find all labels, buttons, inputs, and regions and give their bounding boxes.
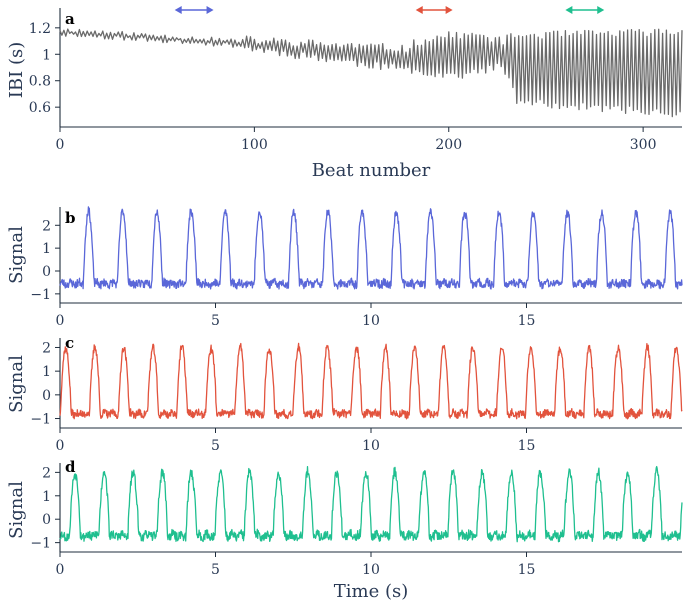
x-tick-label: 5 [211,562,220,578]
panel-c-axes: 0 5 10 15 −1 0 1 2 [30,338,683,454]
panel-b-axes: 0 5 10 15 −1 0 1 2 [30,206,683,329]
x-tick-label: 15 [518,313,536,329]
panel-a-ylabel: IBI (s) [6,42,27,98]
y-tick-label: 2 [42,218,51,234]
y-tick-label: 0.8 [29,74,51,90]
panel-letter-c: c [65,334,74,352]
x-tick-label: 0 [56,313,65,329]
panel-d-xlabel: Time (s) [334,581,409,602]
panel-b-series-line [59,206,683,290]
panel-a-axes: 0 100 200 300 0.6 0.8 1 1.2 [29,6,683,153]
panel-d-axes: 0 5 10 15 −1 0 1 2 [30,463,683,578]
x-tick-label: 5 [211,438,220,454]
y-tick-label: 1 [42,241,51,257]
y-tick-label: 2 [42,340,51,356]
x-tick-label: 0 [56,137,65,153]
y-tick-label: 0.6 [29,100,51,116]
y-tick-label: −1 [30,536,51,552]
panel-b-ylabel: Signal [6,226,27,284]
x-tick-label: 10 [362,562,380,578]
x-tick-label: 10 [362,313,380,329]
y-tick-label: −1 [30,412,51,428]
x-tick-label: 15 [518,562,536,578]
range-marker-1 [174,6,214,14]
x-tick-label: 100 [241,137,268,153]
panel-d: d Signal Time (s) 0 5 10 15 −1 0 1 2 [6,458,683,602]
y-tick-label: 0 [42,388,51,404]
range-marker-2 [415,6,453,14]
y-tick-label: 2 [42,465,51,481]
x-tick-label: 15 [518,438,536,454]
y-tick-label: 1 [42,489,51,505]
y-tick-label: 1 [42,47,51,63]
panel-a: a IBI (s) Beat number 0 100 200 300 0.6 0.8 1 1… [6,6,683,181]
range-marker-right-arrowhead [445,6,453,14]
range-marker-left-arrowhead [174,6,182,14]
panel-c: c Signal 0 5 10 15 −1 0 1 2 [6,334,683,454]
panel-b: b Signal 0 5 10 15 −1 0 1 2 [6,206,683,329]
panel-a-xlabel: Beat number [312,160,431,181]
panel-c-series-line [59,342,683,420]
x-tick-label: 0 [56,562,65,578]
x-tick-label: 5 [211,313,220,329]
range-marker-left-arrowhead [565,6,573,14]
range-marker-left-arrowhead [415,6,423,14]
y-tick-label: −1 [30,287,51,303]
panel-letter-a: a [65,10,75,28]
range-marker-3 [565,6,605,14]
range-marker-right-arrowhead [206,6,214,14]
y-tick-label: 1.2 [29,21,51,37]
panel-letter-d: d [65,458,76,476]
x-tick-label: 0 [56,438,65,454]
panel-letter-b: b [65,209,76,227]
panel-d-ylabel: Signal [6,481,27,539]
range-marker-right-arrowhead [597,6,605,14]
panel-c-ylabel: Signal [6,355,27,413]
y-tick-label: 0 [42,512,51,528]
panel-a-series-line [59,28,683,118]
y-tick-label: 1 [42,364,51,380]
x-tick-label: 300 [630,137,657,153]
y-tick-label: 0 [42,264,51,280]
x-tick-label: 200 [435,137,462,153]
panel-d-series-line [59,465,683,543]
x-tick-label: 10 [362,438,380,454]
